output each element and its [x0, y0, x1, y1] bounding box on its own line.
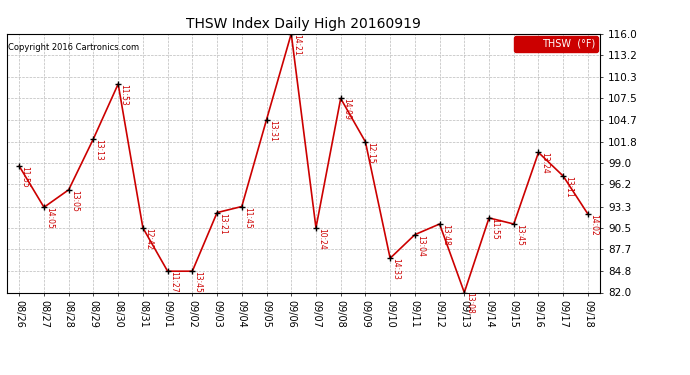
Text: 13:45: 13:45 [194, 271, 203, 293]
Text: 14:33: 14:33 [391, 258, 400, 280]
Text: 11:55: 11:55 [491, 218, 500, 240]
Text: 11:55: 11:55 [21, 166, 30, 188]
Legend: THSW  (°F): THSW (°F) [514, 36, 598, 51]
Text: 14:09: 14:09 [342, 99, 351, 120]
Text: 11:45: 11:45 [243, 207, 252, 228]
Text: 11:27: 11:27 [169, 271, 178, 293]
Text: 14:21: 14:21 [293, 34, 302, 56]
Text: 14:02: 14:02 [589, 214, 598, 236]
Text: Copyright 2016 Cartronics.com: Copyright 2016 Cartronics.com [8, 43, 139, 52]
Text: 13:04: 13:04 [416, 235, 425, 256]
Text: 13:11: 13:11 [564, 176, 573, 198]
Text: 13:21: 13:21 [218, 213, 227, 234]
Text: 12:42: 12:42 [144, 228, 153, 249]
Text: 12:15: 12:15 [366, 142, 375, 164]
Text: 13:08: 13:08 [466, 292, 475, 314]
Text: 13:13: 13:13 [95, 139, 103, 160]
Text: 13:48: 13:48 [441, 224, 450, 246]
Text: 13:31: 13:31 [268, 120, 277, 141]
Title: THSW Index Daily High 20160919: THSW Index Daily High 20160919 [186, 17, 421, 31]
Text: 10:24: 10:24 [317, 228, 326, 250]
Text: 11:53: 11:53 [119, 84, 128, 106]
Text: 14:05: 14:05 [46, 207, 55, 229]
Text: 13:24: 13:24 [540, 153, 549, 174]
Text: 13:05: 13:05 [70, 190, 79, 211]
Text: 13:45: 13:45 [515, 224, 524, 246]
